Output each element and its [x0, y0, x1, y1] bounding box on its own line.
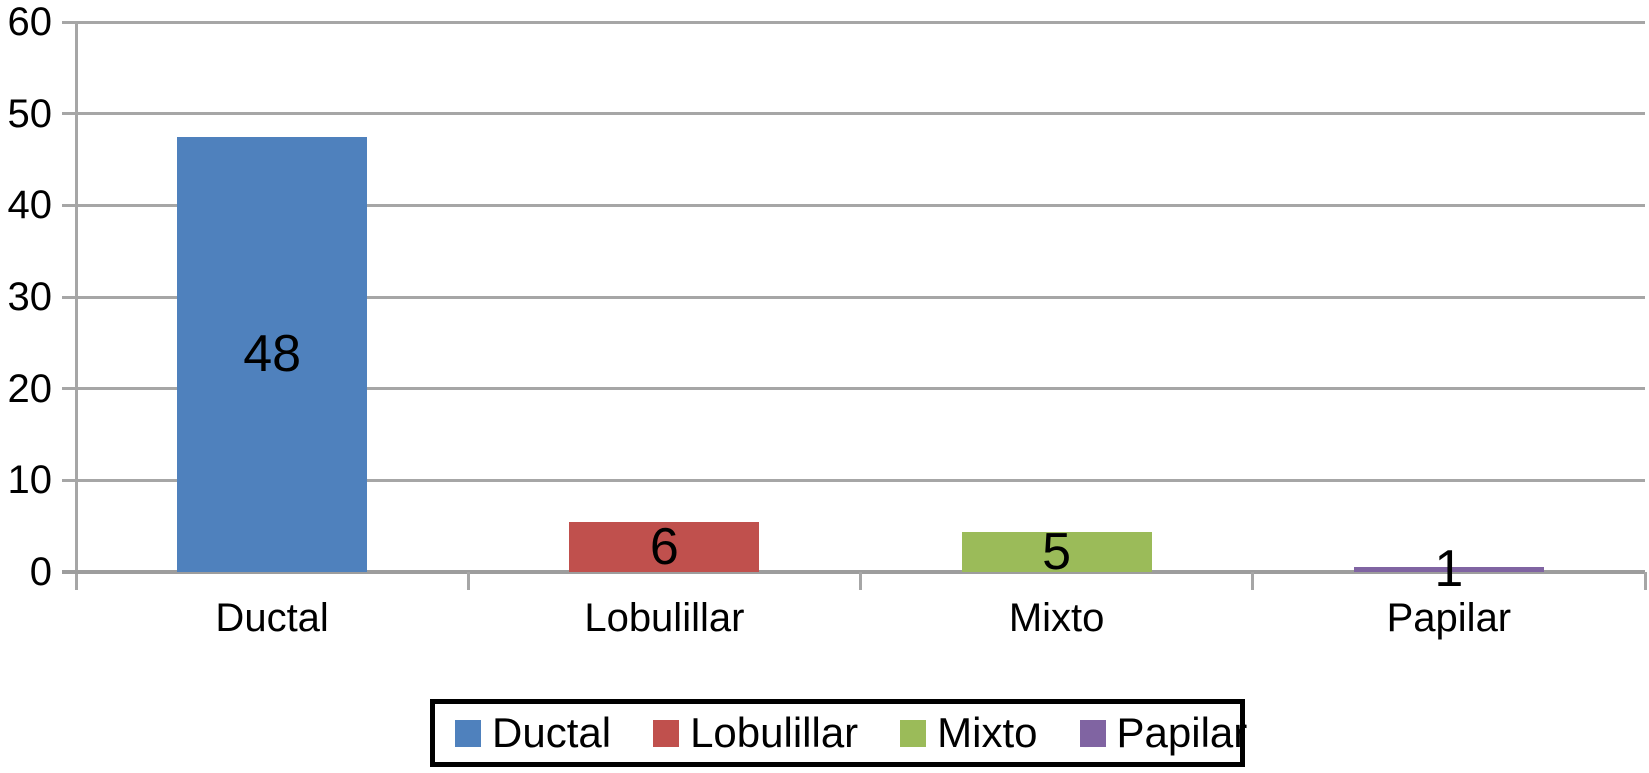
- legend-swatch-icon: [1079, 719, 1106, 747]
- legend-label: Mixto: [937, 709, 1038, 756]
- y-tick-label: 30: [7, 275, 53, 319]
- bar-value-label: 1: [1434, 540, 1464, 599]
- y-tick-label: 0: [29, 550, 52, 594]
- bar-papilar: [1353, 566, 1544, 572]
- bar-value-label: 5: [1042, 522, 1072, 581]
- legend: Ductal Lobulillar Mixto Papilar: [430, 699, 1248, 767]
- x-axis-tick: [1643, 572, 1647, 590]
- legend-item-mixto: Mixto: [900, 709, 1038, 756]
- bar-value-label: 48: [243, 325, 302, 384]
- y-gridline: [62, 387, 1645, 391]
- legend-swatch-icon: [455, 719, 481, 747]
- legend-swatch-icon: [900, 719, 927, 747]
- y-gridline: [62, 203, 1645, 207]
- bar-mixto: [961, 531, 1152, 572]
- legend-label: Ductal: [492, 709, 612, 756]
- x-axis: [62, 570, 1645, 574]
- legend-label: Lobulillar: [690, 709, 859, 756]
- category-label: Ductal: [215, 596, 329, 640]
- y-gridline: [62, 112, 1645, 116]
- bar-lobulillar: [569, 521, 760, 572]
- y-tick-label: 20: [7, 366, 53, 411]
- y-tick-label: 60: [7, 0, 53, 44]
- bar-value-label: 6: [649, 517, 679, 576]
- category-label: Lobulillar: [584, 596, 745, 640]
- y-axis: [74, 22, 78, 590]
- x-axis-tick: [859, 572, 862, 590]
- x-axis-tick: [466, 572, 470, 590]
- y-tick-label: 50: [7, 91, 53, 136]
- category-label: Papilar: [1386, 596, 1512, 640]
- bar-ductal: [177, 136, 368, 572]
- legend-swatch-icon: [653, 719, 680, 747]
- y-tick-label: 10: [7, 458, 53, 503]
- legend-item-papilar: Papilar: [1079, 709, 1248, 756]
- y-tick-label: 40: [7, 183, 53, 228]
- legend-item-ductal: Ductal: [455, 712, 611, 754]
- category-label: Mixto: [1008, 596, 1105, 640]
- legend-item-lobulillar: Lobulillar: [653, 712, 858, 754]
- x-axis-tick: [1251, 572, 1255, 590]
- y-gridline: [62, 478, 1645, 482]
- legend-label: Papilar: [1116, 709, 1248, 756]
- y-gridline: [62, 20, 1645, 24]
- y-gridline: [62, 295, 1645, 299]
